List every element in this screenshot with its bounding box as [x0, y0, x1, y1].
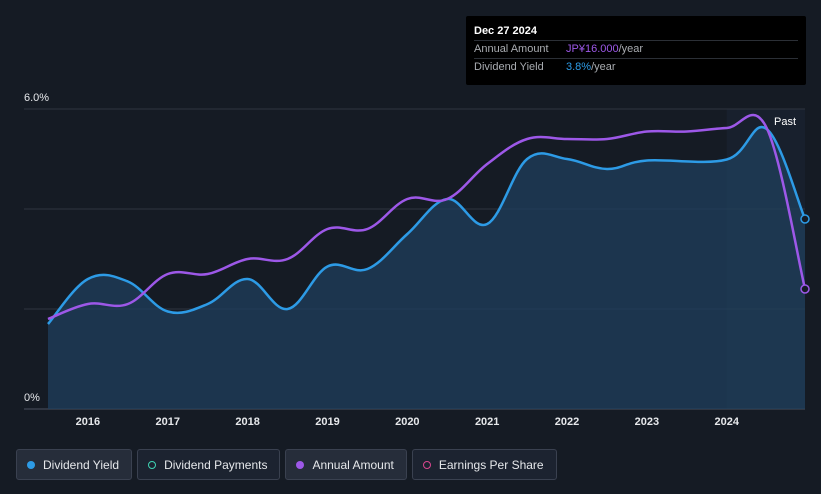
legend-annual-amount-label: Annual Amount: [312, 457, 394, 472]
y-tick-top: 6.0%: [24, 92, 49, 104]
legend-dividend-yield[interactable]: Dividend Yield: [16, 449, 133, 480]
dividend-yield-dot-icon: [27, 460, 35, 469]
x-tick-label: 2021: [475, 416, 499, 428]
past-label: Past: [774, 116, 796, 128]
x-tick-label: 2022: [555, 416, 579, 428]
tooltip-yield-value: 3.8%: [566, 61, 592, 73]
dividend-yield-line: [47, 125, 807, 325]
legend-dividend-payments-label: Dividend Payments: [164, 457, 268, 472]
annual-amount-dot-icon: [296, 460, 305, 469]
tooltip-date: Dec 27 2024: [474, 25, 537, 37]
earnings-per-share-ring-icon: [422, 460, 431, 469]
x-tick-label: 2016: [76, 416, 100, 428]
tooltip-yield-row: Dividend Yield 3.8% /year: [474, 58, 798, 76]
tooltip-amount-value: JP¥16.000: [566, 43, 619, 55]
legend: Dividend Yield Dividend Payments Annual …: [16, 449, 557, 480]
dividend-yield-end-marker[interactable]: [800, 214, 810, 224]
tooltip-amount-unit: /year: [618, 43, 644, 55]
legend-dividend-payments[interactable]: Dividend Payments: [137, 449, 281, 480]
x-tick-label: 2023: [635, 416, 659, 428]
tooltip-yield-label: Dividend Yield: [474, 61, 544, 73]
legend-annual-amount[interactable]: Annual Amount: [285, 449, 407, 480]
x-tick-label: 2020: [395, 416, 419, 428]
dividend-yield-area: [48, 127, 805, 409]
x-tick-label: 2019: [315, 416, 339, 428]
x-axis-ticks: 2016 2017 2018 2019 2020 2021 2022 2023 2024: [76, 416, 740, 428]
annual-amount-end-marker[interactable]: [800, 284, 810, 294]
dividend-chart: 6.0% 0% Past 2016 2017 2018 2019 2020 2021 202…: [24, 92, 810, 428]
dividend-payments-ring-icon: [148, 460, 157, 469]
tooltip: Dec 27 2024 Annual Amount JP¥16.000 /yea…: [466, 16, 806, 85]
y-tick-bottom: 0%: [24, 392, 40, 404]
x-tick-label: 2024: [715, 416, 740, 428]
annual-amount-line: [47, 113, 807, 321]
x-tick-label: 2017: [156, 416, 180, 428]
tooltip-amount-label: Annual Amount: [474, 43, 549, 55]
legend-earnings-per-share-label: Earnings Per Share: [438, 457, 544, 472]
legend-earnings-per-share[interactable]: Earnings Per Share: [411, 449, 557, 480]
tooltip-yield-unit: /year: [591, 61, 616, 73]
x-tick-label: 2018: [235, 416, 259, 428]
legend-dividend-yield-label: Dividend Yield: [43, 457, 120, 472]
tooltip-amount-row: Annual Amount JP¥16.000 /year: [474, 40, 798, 58]
